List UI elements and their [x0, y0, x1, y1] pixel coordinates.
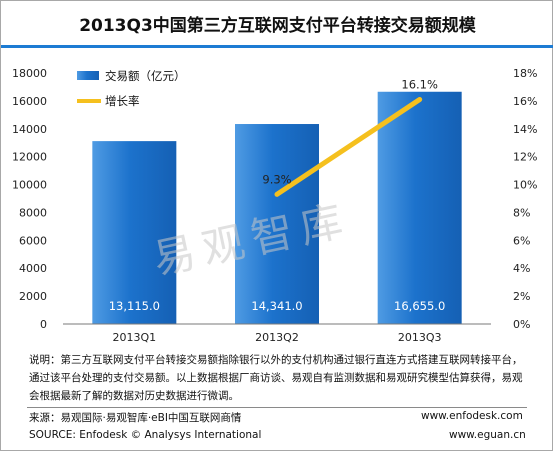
- bar: [92, 141, 177, 324]
- source-en: SOURCE: Enfodesk © Analysys Internationa…: [29, 429, 262, 441]
- y-tick-label-right: 0%: [513, 318, 530, 331]
- footer-divider: [27, 407, 527, 408]
- y-axis-left: 0 2000 4000 6000 8000 10000 12000 14000 16000 180…: [12, 67, 47, 331]
- y-tick-label-left: 12000: [12, 151, 47, 164]
- y-tick-label-left: 18000: [12, 67, 47, 80]
- x-tick-label: 2013Q3: [398, 331, 442, 344]
- title-rule: [1, 45, 553, 48]
- legend-bar-swatch: [77, 71, 99, 80]
- y-tick-label-right: 12%: [513, 151, 537, 164]
- bar: [377, 91, 462, 324]
- bar-value-label: 14,341.0: [251, 299, 302, 313]
- site-link-enfodesk[interactable]: www.enfodesk.com: [421, 410, 523, 422]
- y-tick-label-left: 4000: [19, 262, 47, 275]
- growth-line: [274, 96, 423, 197]
- bar-value-label: 13,115.0: [109, 299, 160, 313]
- x-tick-label: 2013Q1: [113, 331, 157, 344]
- growth-value-label: 9.3%: [262, 172, 291, 186]
- y-tick-label-right: 6%: [513, 234, 530, 247]
- y-tick-label-right: 2%: [513, 290, 530, 303]
- legend-bar-label: 交易额（亿元）: [105, 69, 186, 83]
- bar: [235, 124, 319, 324]
- y-tick-label-right: 8%: [513, 206, 530, 219]
- site-link-eguan[interactable]: www.eguan.cn: [449, 429, 526, 441]
- y-tick-label-left: 6000: [19, 234, 47, 247]
- growth-line-series: 9.3% 16.1%: [262, 77, 438, 197]
- source-cn: 来源：易观国际·易观智库·eBI中国互联网商情: [29, 412, 242, 424]
- chart-title: 2013Q3中国第三方互联网支付平台转接交易额规模: [79, 16, 476, 36]
- bar-value-label: 16,655.0: [394, 299, 445, 313]
- growth-value-label: 16.1%: [401, 77, 438, 91]
- y-tick-label-left: 2000: [19, 290, 47, 303]
- y-tick-label-right: 16%: [513, 95, 537, 108]
- y-tick-label-right: 10%: [513, 179, 537, 192]
- y-tick-label-right: 14%: [513, 123, 537, 136]
- x-tick-label: 2013Q2: [255, 331, 299, 344]
- legend-line-label: 增长率: [105, 94, 140, 108]
- y-tick-label-right: 4%: [513, 262, 530, 275]
- y-tick-label-left: 0: [40, 318, 47, 331]
- x-axis: 2013Q1 2013Q2 2013Q3: [113, 331, 442, 344]
- y-tick-label-left: 14000: [12, 123, 47, 136]
- bar-series: 13,115.0 14,341.0 16,655.0: [92, 91, 462, 324]
- y-tick-label-left: 8000: [19, 206, 47, 219]
- y-tick-label-left: 16000: [12, 95, 47, 108]
- chart-svg: 0 2000 4000 6000 8000 10000 12000 14000 16000 180…: [12, 67, 537, 344]
- legend: 交易额（亿元） 增长率: [77, 69, 186, 108]
- y-tick-label-right: 18%: [513, 67, 537, 80]
- y-tick-label-left: 10000: [12, 179, 47, 192]
- chart-note: 说明：第三方互联网支付平台转接交易额指除银行以外的支付机构通过银行直连方式搭建互…: [29, 354, 523, 402]
- y-axis-right: 0% 2% 4% 6% 8% 10% 12% 14% 16% 18%: [513, 67, 537, 331]
